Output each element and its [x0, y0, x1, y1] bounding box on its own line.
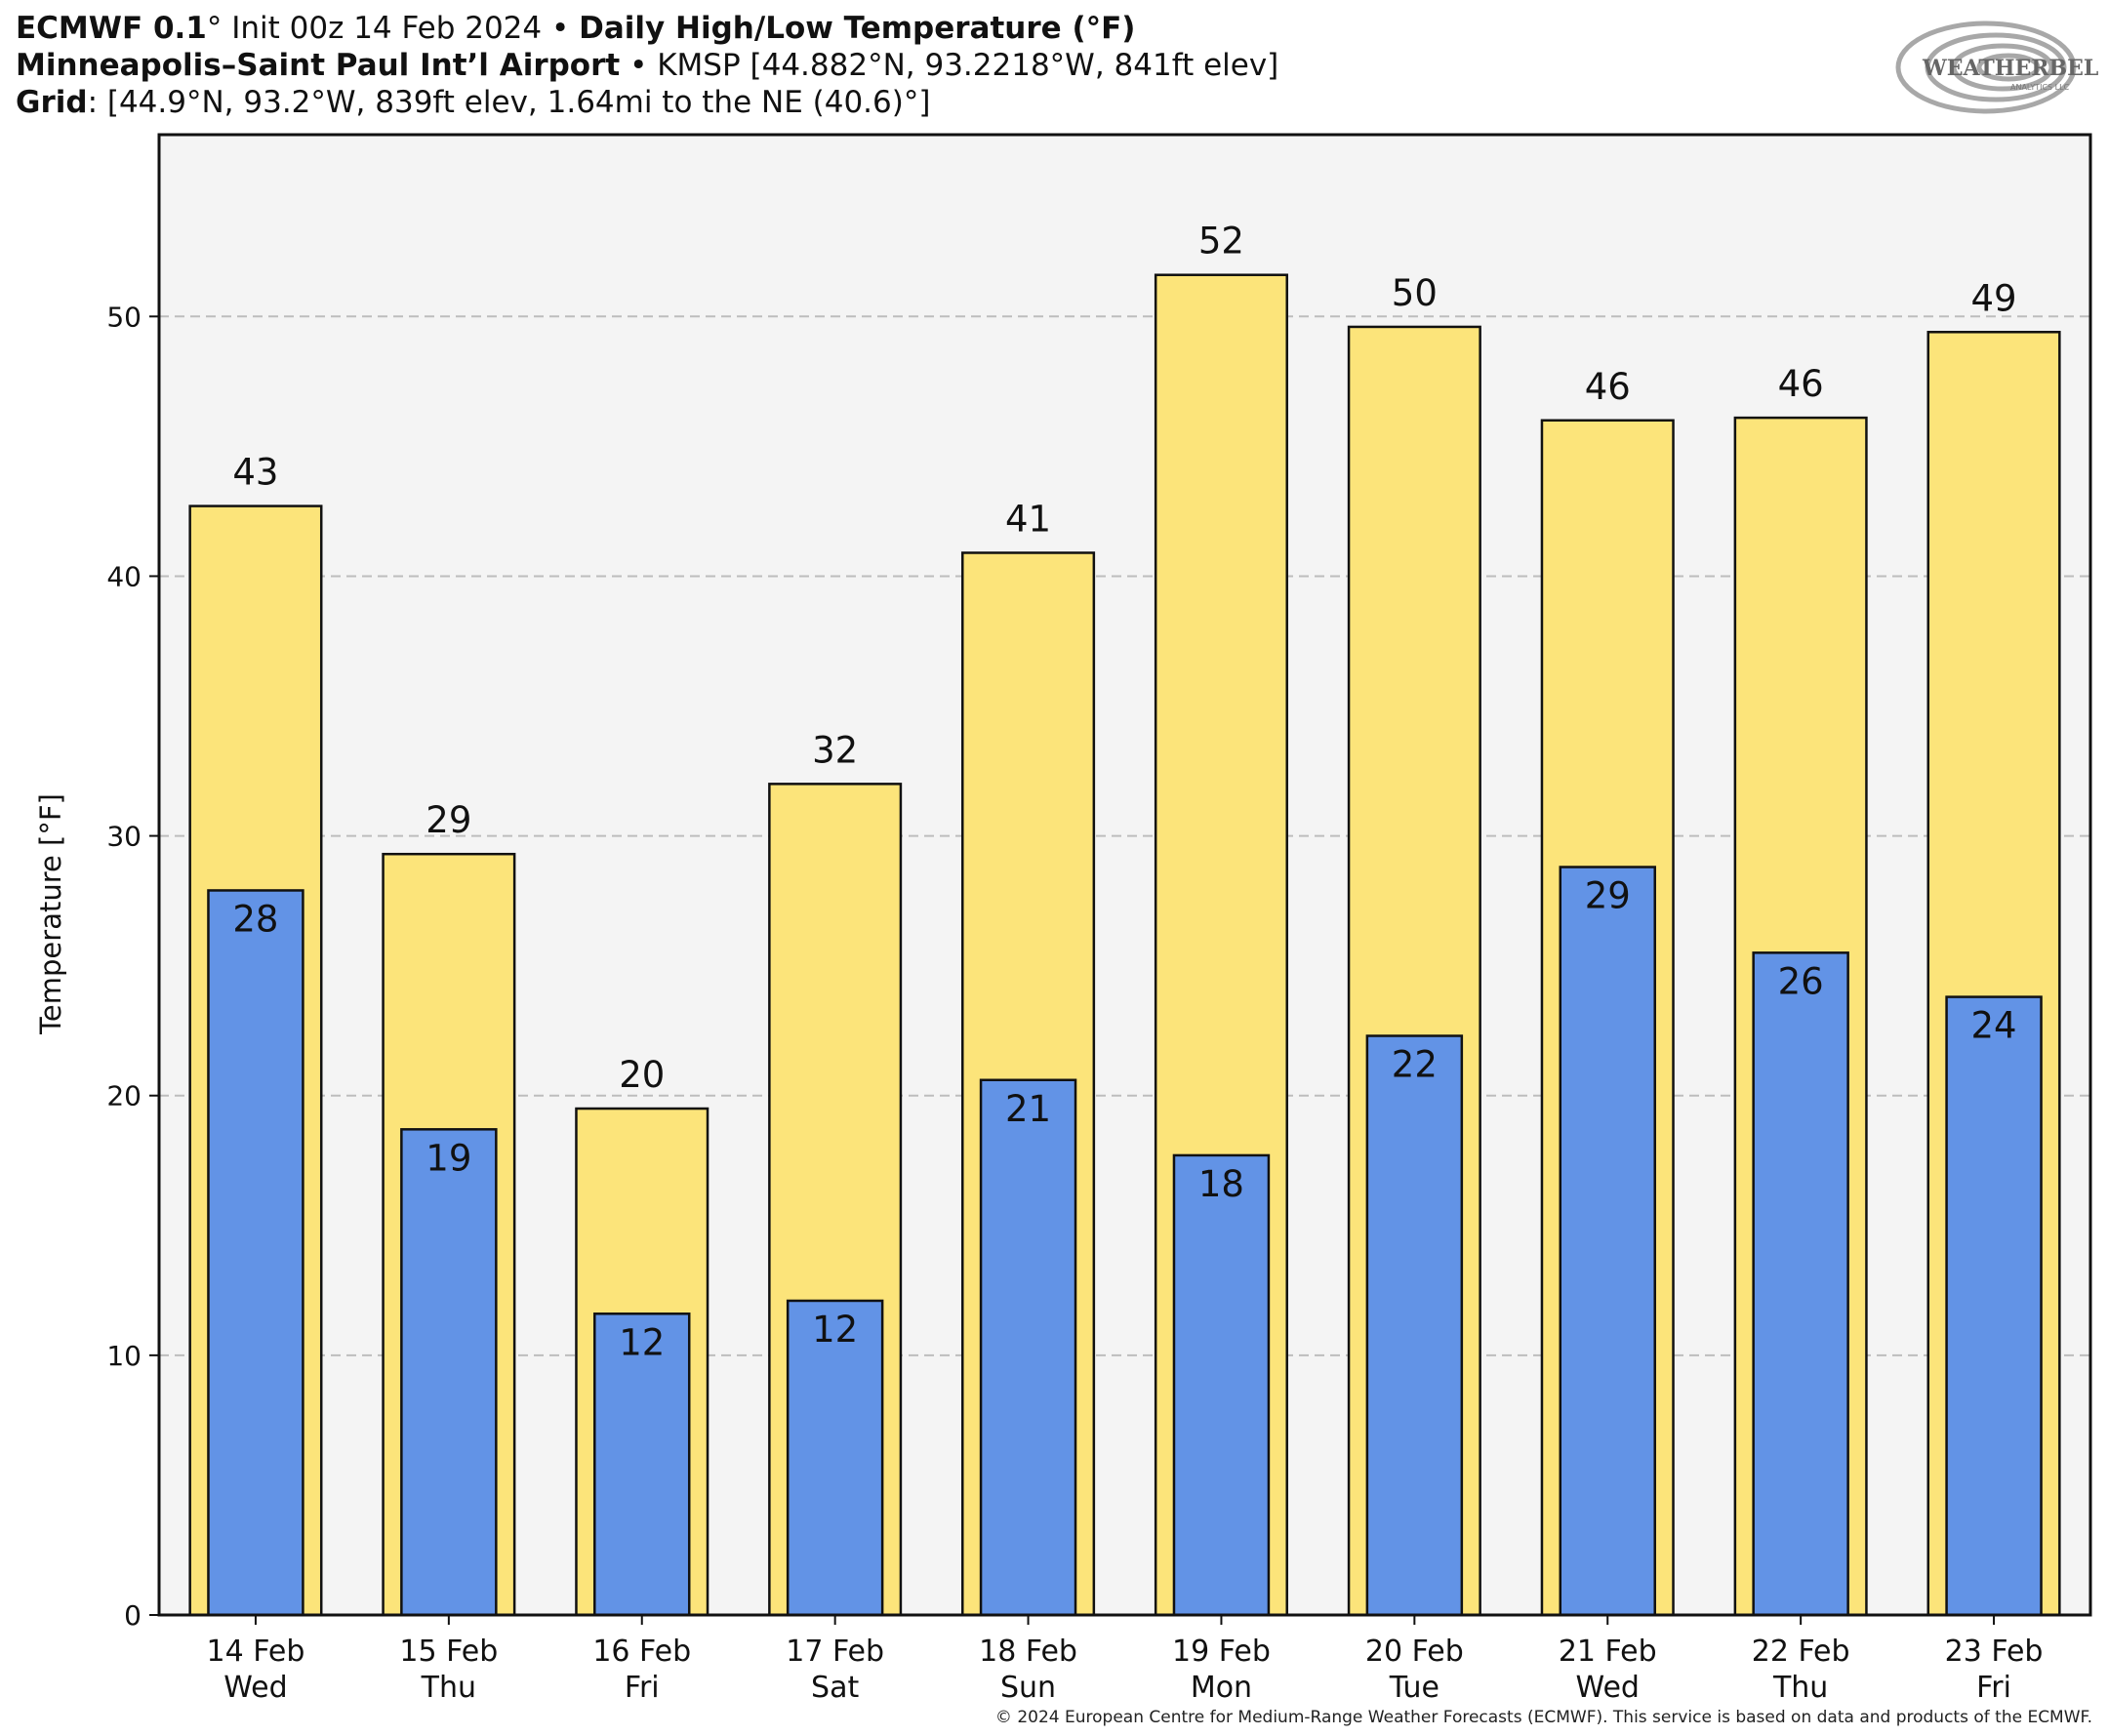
high-value-label: 20	[619, 1054, 665, 1096]
x-tick-label-day: Fri	[625, 1671, 660, 1705]
x-tick-label-day: Fri	[1976, 1671, 2011, 1705]
y-axis-label: Temperature [°F]	[34, 793, 67, 1035]
x-tick-label-day: Sun	[1000, 1671, 1056, 1705]
low-bar	[1172, 1153, 1271, 1617]
low-bar	[1559, 866, 1656, 1617]
high-value-label: 52	[1198, 221, 1244, 262]
init-time: Init 00z 14 Feb 2024	[222, 11, 543, 46]
header-separator: •	[542, 11, 580, 46]
x-tick-label-day: Sat	[811, 1671, 859, 1705]
x-tick-label-day: Wed	[223, 1671, 287, 1705]
low-value-label: 12	[619, 1321, 665, 1363]
logo-text: WEATHERBELL	[1922, 56, 2098, 81]
low-value-label: 28	[232, 898, 278, 940]
x-tick-label-date: 16 Feb	[592, 1635, 691, 1669]
x-tick-label-day: Mon	[1191, 1671, 1252, 1705]
low-value-label: 22	[1392, 1044, 1438, 1086]
x-tick-label-date: 19 Feb	[1172, 1635, 1271, 1669]
low-bar	[1365, 1034, 1464, 1617]
low-value-label: 26	[1778, 960, 1824, 1002]
x-tick-label-date: 14 Feb	[207, 1635, 305, 1669]
y-axis: 0 10 20 30 40 50	[106, 301, 159, 1632]
logo-subtext: ANALYTICS LLC	[2010, 83, 2070, 92]
high-value-label: 46	[1585, 366, 1631, 408]
high-value-label: 43	[232, 452, 278, 494]
low-value-label: 29	[1585, 875, 1631, 917]
x-tick-label-date: 21 Feb	[1559, 1635, 1657, 1669]
low-bar	[979, 1078, 1077, 1617]
weatherbell-logo: WEATHERBELL ANALYTICS LLC	[1895, 20, 2098, 114]
header-line-2: Minneapolis–Saint Paul Int’l Airport • K…	[16, 47, 1278, 84]
x-tick-label-day: Thu	[421, 1671, 476, 1705]
low-value-label: 24	[1971, 1005, 2017, 1047]
header-separator: •	[620, 48, 658, 83]
swirl-icon	[1895, 20, 2077, 114]
y-tick-label: 50	[106, 301, 142, 333]
high-value-label: 50	[1392, 272, 1438, 314]
y-tick-label: 20	[106, 1080, 142, 1112]
high-value-label: 32	[812, 729, 858, 771]
y-tick-label: 0	[124, 1599, 142, 1632]
x-tick-label-day: Thu	[1772, 1671, 1828, 1705]
low-value-label: 19	[426, 1137, 471, 1179]
x-tick-label-date: 23 Feb	[1945, 1635, 2044, 1669]
x-tick-label-day: Wed	[1576, 1671, 1640, 1705]
copyright-footer: © 2024 European Centre for Medium-Range …	[994, 1708, 2092, 1727]
y-tick-label: 10	[106, 1340, 142, 1372]
high-value-label: 46	[1778, 363, 1824, 405]
x-tick-label-date: 15 Feb	[399, 1635, 498, 1669]
y-tick-label: 40	[106, 560, 142, 592]
plot-frame	[157, 133, 2092, 1617]
x-tick-label-date: 18 Feb	[979, 1635, 1077, 1669]
low-value-label: 18	[1198, 1163, 1244, 1205]
high-value-label: 49	[1971, 277, 2017, 319]
low-bar	[207, 889, 304, 1617]
high-value-label: 41	[1005, 498, 1051, 540]
x-tick-label-date: 20 Feb	[1365, 1635, 1464, 1669]
chart-title: Daily High/Low Temperature (°F)	[579, 11, 1136, 46]
station-name: Minneapolis–Saint Paul Int’l Airport	[16, 48, 621, 83]
data-labels: 43 28 29 19 20 12 32 12 41 21 52 18 50 22 46 29 46 26 49 24	[232, 221, 2016, 1364]
grid-info: : [44.9°N, 93.2°W, 839ft elev, 1.64mi to…	[87, 85, 931, 120]
low-bar	[1945, 995, 2043, 1617]
low-value-label: 21	[1005, 1088, 1051, 1130]
low-bar	[1752, 951, 1849, 1617]
low-value-label: 12	[812, 1309, 858, 1351]
y-tick-label: 30	[106, 821, 142, 853]
x-tick-label-day: Tue	[1389, 1671, 1439, 1705]
low-bar	[593, 1312, 691, 1617]
x-tick-label-date: 22 Feb	[1752, 1635, 1850, 1669]
x-tick-label-date: 17 Feb	[786, 1635, 884, 1669]
low-bar	[786, 1299, 884, 1617]
grid-label: Grid	[16, 85, 88, 120]
high-value-label: 29	[426, 799, 471, 841]
station-info: KMSP [44.882°N, 93.2218°W, 841ft elev]	[657, 48, 1279, 83]
header-line-3: Grid: [44.9°N, 93.2°W, 839ft elev, 1.64m…	[16, 84, 930, 121]
header-line-1: ECMWF 0.1° Init 00z 14 Feb 2024 • Daily …	[16, 10, 1135, 47]
model-degree: °	[206, 11, 223, 46]
low-bar	[400, 1128, 498, 1617]
model-name: ECMWF 0.1	[16, 11, 207, 46]
